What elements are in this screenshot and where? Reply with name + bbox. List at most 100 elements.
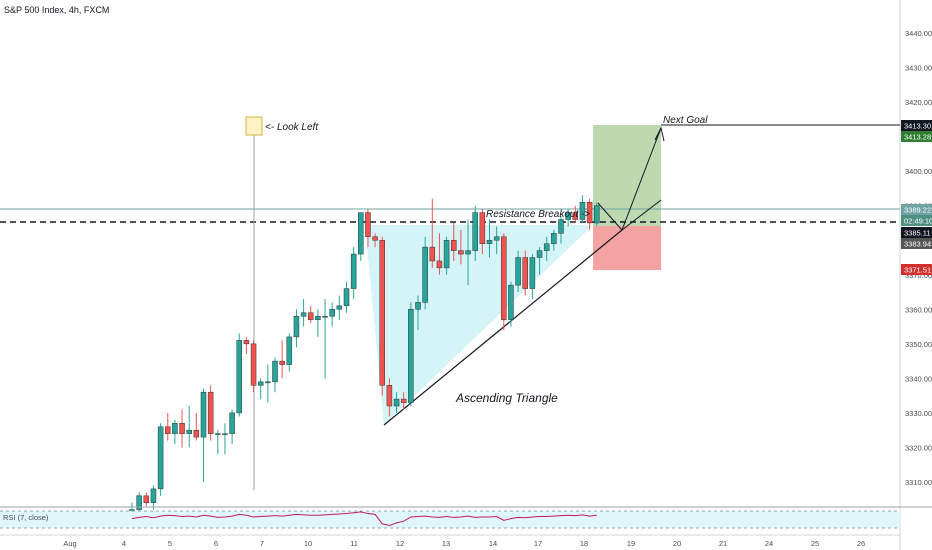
candle[interactable] [543,236,550,261]
candle[interactable] [179,409,185,448]
candle[interactable] [572,205,579,223]
look-left-marker[interactable] [245,116,263,136]
candle[interactable] [293,309,300,348]
candle[interactable] [458,229,464,265]
y-tick-label: 3370.00 [905,271,932,280]
candle[interactable] [479,209,486,255]
candle[interactable] [393,392,400,413]
ascending-triangle-label: Ascending Triangle [455,391,558,405]
candle[interactable] [229,409,235,445]
candle[interactable] [408,302,414,407]
candle[interactable] [315,309,321,337]
x-tick-label: 10 [304,539,312,548]
candle-body [172,423,178,434]
candle-body [250,343,257,386]
candle[interactable] [207,385,214,441]
candle[interactable] [222,423,228,455]
rsi-label: RSI (7, close) [3,513,49,522]
candle[interactable] [243,336,250,355]
x-tick-label: Aug [63,539,76,548]
candle[interactable] [443,236,450,275]
candle[interactable] [365,209,371,248]
candle[interactable] [558,216,564,244]
candle[interactable] [386,378,393,417]
rsi-line[interactable] [131,511,597,526]
candle[interactable] [501,233,507,331]
candle[interactable] [308,305,314,324]
profit-zone [593,125,661,226]
candle-body [515,257,521,286]
candle[interactable] [172,419,178,445]
x-tick-label: 14 [489,539,497,548]
candle[interactable] [236,333,242,417]
candle[interactable] [565,209,571,227]
candle-body [358,212,364,255]
candle[interactable] [486,219,493,258]
candle-body [286,336,293,365]
x-tick-label: 20 [673,539,681,548]
candle[interactable] [322,298,328,379]
candle[interactable] [250,340,257,393]
candle[interactable] [465,219,471,286]
candle[interactable] [372,233,378,248]
candle[interactable] [279,340,285,379]
candle[interactable] [536,247,543,275]
candle[interactable] [472,205,478,261]
candle-body [272,360,278,383]
x-tick-label: 13 [442,539,450,548]
candle[interactable] [586,198,593,230]
candle-body [493,236,500,241]
x-tick-label: 24 [765,539,773,548]
candle[interactable] [594,202,600,227]
candle-body [308,312,314,320]
candle-body [336,305,343,310]
candle[interactable] [136,492,142,514]
candle[interactable] [336,295,343,320]
candle[interactable] [522,250,528,296]
candle[interactable] [143,492,150,507]
candle-body [293,315,300,338]
candle[interactable] [193,412,200,441]
candle-body [150,488,157,503]
candle-body [193,429,200,438]
candle-body [443,239,450,269]
price-badge-text: 3413.30 [904,122,931,131]
candle[interactable] [186,406,192,448]
candle[interactable] [551,229,557,251]
price-badge-stop: 3371.51 [901,264,932,275]
candle[interactable] [350,247,357,299]
candle[interactable] [272,357,278,393]
candle[interactable] [508,281,514,327]
candle[interactable] [429,198,436,268]
candle[interactable] [257,378,264,400]
candle[interactable] [329,302,335,327]
y-tick-label: 3310.00 [905,478,932,487]
candle[interactable] [286,333,293,372]
candle[interactable] [515,250,521,293]
candle[interactable] [165,412,171,441]
candle[interactable] [150,485,157,510]
candle[interactable] [200,388,207,482]
price-badge-target-alt: 3413.28 [901,131,932,142]
candle-body [300,312,307,317]
candle[interactable] [493,226,500,255]
candle[interactable] [436,233,443,275]
candle[interactable] [215,430,221,455]
triangle-support-line[interactable] [383,229,623,426]
x-tick-label: 5 [168,539,172,548]
candle[interactable] [300,298,307,327]
price-badge-open: 3383.94 [901,238,932,249]
candle[interactable] [579,195,586,223]
candle-body [350,253,357,289]
candle[interactable] [358,212,364,261]
candle[interactable] [529,254,536,299]
candle[interactable] [400,392,407,410]
candle[interactable] [379,236,385,396]
candle[interactable] [157,423,164,496]
candle[interactable] [422,236,428,310]
candle[interactable] [343,281,350,313]
candle[interactable] [265,364,271,403]
candle[interactable] [415,295,421,331]
candle[interactable] [451,222,457,261]
